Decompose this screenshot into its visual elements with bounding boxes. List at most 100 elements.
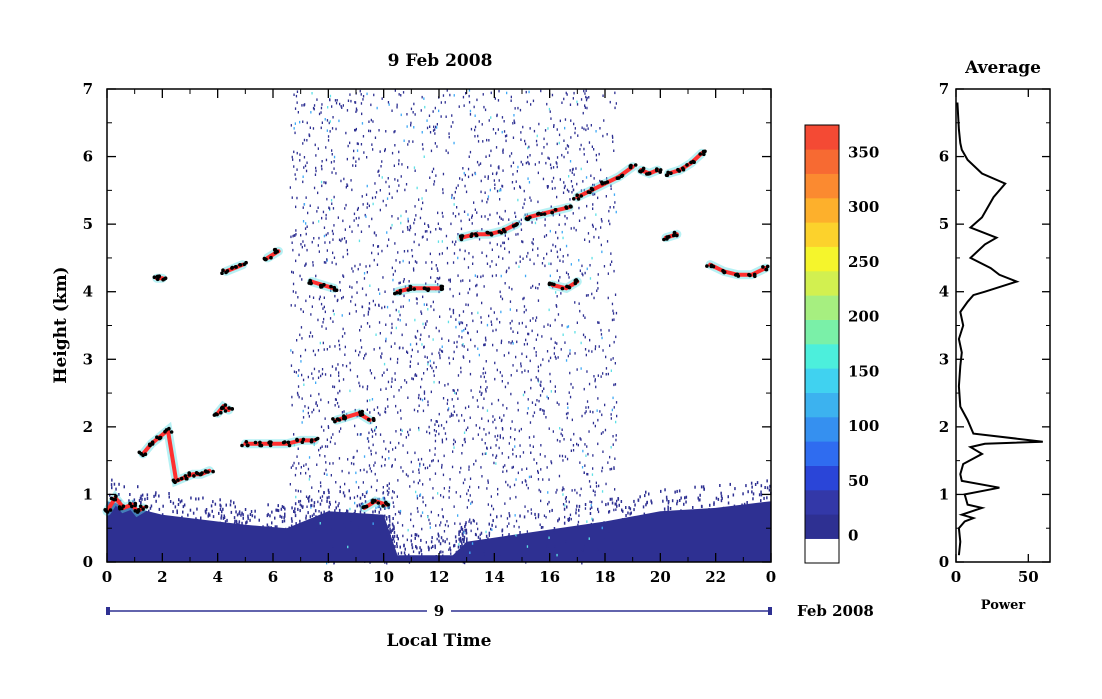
noise-speck [615,434,617,437]
noise-speck [441,350,444,353]
clutter-speck [129,493,131,496]
echo-peak-dot [553,208,558,212]
noise-speck [340,534,342,537]
clutter-speck [460,527,463,531]
noise-speck [532,242,534,246]
noise-speck [502,151,504,154]
noise-speck [321,445,323,448]
noise-speck [396,103,398,107]
noise-speck [463,329,465,332]
noise-speck [420,109,422,112]
noise-speck [548,262,550,265]
clutter-speck [290,517,293,521]
noise-speck [517,551,519,554]
noise-speck [442,172,445,176]
clutter-speck [275,508,277,512]
noise-speck [346,157,348,161]
noise-speck [493,461,495,465]
noise-speck [522,297,524,301]
clutter-speck [644,494,646,498]
noise-speck [509,308,511,311]
noise-speck [350,99,352,103]
noise-speck [537,299,540,302]
noise-speck [595,485,598,488]
noise-speck [589,507,591,511]
noise-speck [581,549,584,552]
noise-speck [588,141,591,144]
clutter-speck [118,493,120,496]
colorbar-swatch [805,271,839,296]
noise-speck [290,304,292,307]
clutter-speck [439,542,442,546]
noise-speck [539,453,541,456]
date-strip-right-cap [768,607,772,615]
noise-speck [592,454,594,457]
noise-speck [417,534,420,538]
clutter-speck [222,507,224,511]
noise-speck [302,409,304,413]
noise-speck [574,301,576,304]
noise-speck [534,403,537,406]
noise-speck [341,469,343,473]
noise-speck [423,326,426,329]
noise-speck [446,246,448,250]
noise-speck [341,314,343,317]
noise-speck [351,230,353,233]
noise-speck [602,431,604,434]
noise-speck [597,418,599,422]
noise-speck [490,164,492,167]
noise-speck [316,528,318,531]
noise-speck [379,413,381,417]
noise-speck [497,493,499,496]
noise-speck [293,433,295,436]
profile-y-tick-label: 7 [939,80,949,98]
noise-speck [517,408,519,412]
noise-speck [385,180,387,184]
noise-speck [549,356,552,360]
noise-speck [463,104,465,107]
clutter-speck [236,523,238,526]
noise-speck [295,94,298,98]
noise-speck [432,110,434,113]
noise-speck [303,528,306,532]
noise-speck [585,353,587,357]
noise-speck [452,414,454,417]
noise-speck [540,384,542,387]
profile-y-tick-label: 5 [939,215,949,233]
noise-speck [515,455,517,458]
noise-speck [558,403,560,406]
noise-speck [298,462,300,465]
noise-speck [372,120,374,123]
noise-speck [461,414,463,417]
noise-speck [356,142,358,145]
noise-speck [419,479,421,482]
noise-speck [374,520,376,523]
noise-speck [476,522,478,525]
clutter-speck [404,547,406,551]
noise-speck [552,430,554,433]
noise-speck [313,186,316,190]
noise-speck [391,196,393,199]
clutter-speck [162,504,164,508]
clutter-speck [266,523,269,527]
noise-speck [496,317,498,321]
noise-speck [544,129,547,132]
noise-speck [554,186,556,190]
noise-speck [470,529,472,533]
clutter-speck [271,521,273,525]
noise-speck [351,267,353,270]
noise-speck [525,308,527,312]
noise-speck [328,206,330,209]
noise-speck [344,482,346,486]
noise-speck [353,524,355,528]
echo-peak-dot [371,417,376,421]
noise-speck [310,394,312,397]
clutter-speck [715,496,718,500]
clutter-speck [291,506,293,510]
noise-speck [333,224,335,227]
noise-speck [499,537,501,541]
noise-speck [444,384,446,387]
clutter-speck [212,500,214,504]
noise-speck [398,346,401,350]
noise-speck [480,179,482,183]
